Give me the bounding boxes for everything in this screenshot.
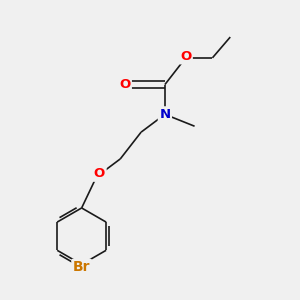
Text: O: O <box>119 78 130 91</box>
Text: O: O <box>180 50 191 63</box>
Text: Br: Br <box>73 260 90 274</box>
Text: O: O <box>94 167 105 180</box>
Text: N: N <box>159 108 170 121</box>
